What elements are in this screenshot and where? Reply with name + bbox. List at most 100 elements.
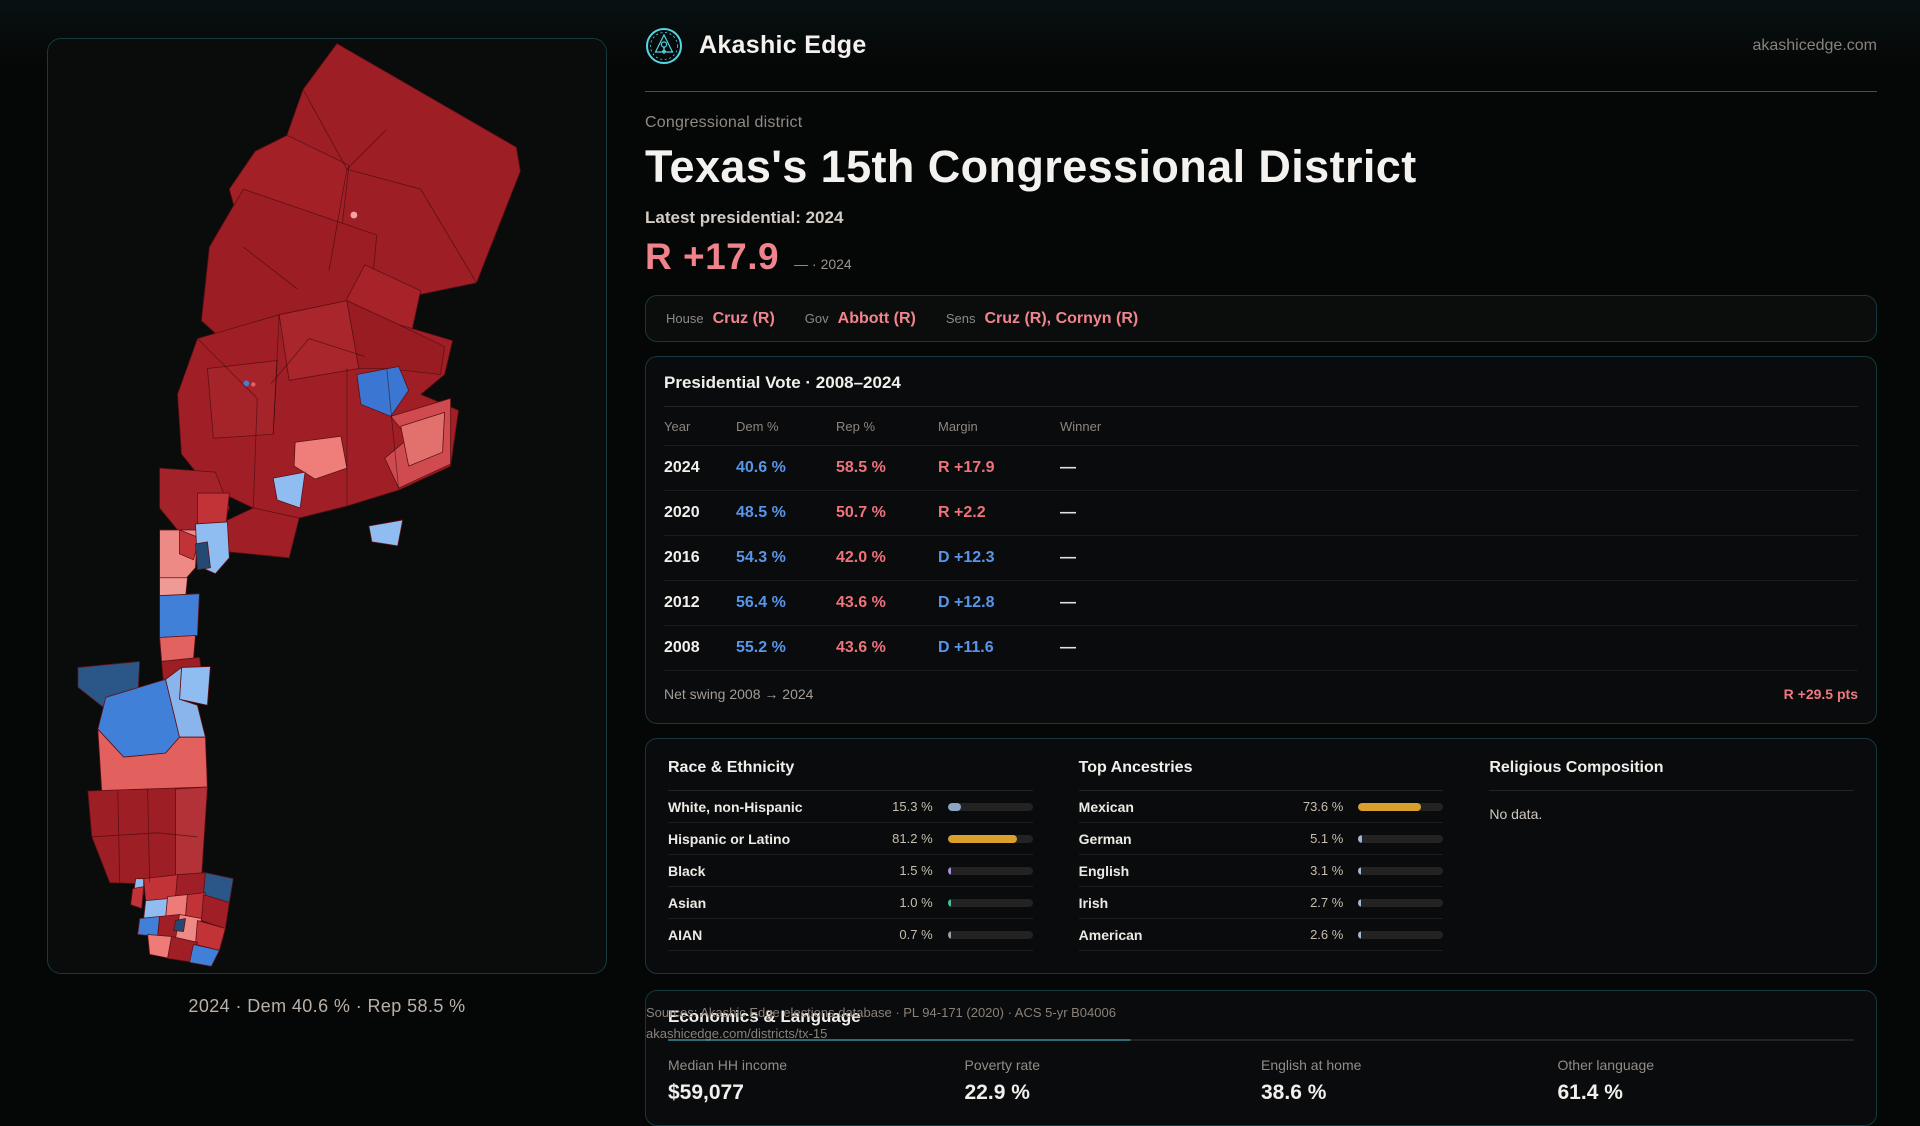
demo-row: Asian 1.0 % — [668, 887, 1033, 919]
demo-value: 73.6 % — [1302, 799, 1344, 814]
official-label: Sens — [945, 310, 976, 326]
cell-year: 2012 — [664, 580, 736, 626]
sources-footer: Sources: Akashic Edge elections database… — [646, 1002, 1116, 1044]
demo-bar — [1358, 802, 1444, 811]
kicker: Congressional district — [645, 114, 803, 131]
cell-rep: 42.0 % — [836, 535, 938, 581]
cell-margin: D +12.3 — [938, 535, 1060, 581]
demo-row: American 2.6 % — [1078, 919, 1444, 951]
cell-rep: 43.6 % — [836, 580, 938, 626]
cell-winner: — — [1060, 490, 1858, 536]
demo-label: German — [1078, 830, 1132, 847]
demo-label: White, non-Hispanic — [668, 798, 803, 815]
net-swing-row: Net swing 2008 → 2024 R +29.5 pts — [664, 671, 1858, 715]
demo-value: 0.7 % — [899, 927, 933, 942]
brand: Akashic Edge — [645, 27, 867, 65]
cell-rep: 43.6 % — [836, 625, 938, 671]
table-row: 2008 55.2 % 43.6 % D +11.6— — [664, 625, 1858, 671]
cell-year: 2024 — [664, 445, 736, 491]
demo-row: AIAN 0.7 % — [668, 919, 1033, 951]
stat: Poverty rate 22.9 % — [965, 1057, 1262, 1105]
demo-bar — [1358, 866, 1444, 875]
demo-label: Irish — [1078, 894, 1109, 911]
sources-line1: Sources: Akashic Edge elections database… — [646, 1005, 1116, 1020]
stat-value: $59,077 — [668, 1081, 744, 1104]
cell-rep: 50.7 % — [836, 490, 938, 536]
presidential-title: Presidential Vote · 2008–2024 — [664, 373, 1858, 407]
religion-column: Religious Composition No data. — [1489, 759, 1854, 951]
officials-bar: House Cruz (R) Gov Abbott (R) Sens Cruz (R), … — [645, 295, 1877, 342]
demo-label: Hispanic or Latino — [668, 830, 791, 847]
official-value: Cruz (R), Cornyn (R) — [984, 309, 1139, 327]
col-header-margin: Margin — [938, 407, 1060, 446]
demo-value: 2.6 % — [1310, 927, 1344, 942]
stat: Other language 61.4 % — [1558, 1057, 1855, 1105]
cell-winner: — — [1060, 625, 1858, 671]
demo-value: 1.0 % — [899, 895, 933, 910]
brand-logo-icon — [646, 27, 682, 64]
col-header-rep: Rep % — [836, 407, 938, 446]
demo-row: Irish 2.7 % — [1078, 887, 1444, 919]
cell-margin: R +17.9 — [938, 445, 1060, 491]
demo-label: Asian — [668, 894, 707, 911]
official-label: House — [666, 310, 704, 326]
demo-bar-fill — [1358, 834, 1363, 843]
table-row: 2024 40.6 % 58.5 % R +17.9— — [664, 445, 1858, 491]
demo-bar — [947, 802, 1033, 811]
demo-row: Mexican 73.6 % — [1078, 791, 1444, 823]
demo-value: 1.5 % — [899, 863, 933, 878]
economics-title: Economics & Language — [668, 1007, 861, 1026]
cell-year: 2016 — [664, 535, 736, 581]
brand-site: akashicedge.com — [1752, 36, 1877, 54]
demo-bar-fill — [1358, 898, 1362, 907]
race-column: Race & Ethnicity White, non-Hispanic 15.3… — [668, 759, 1033, 951]
demo-label: Mexican — [1078, 798, 1134, 815]
cell-winner: — — [1060, 580, 1858, 626]
margin-row: R +17.9 — · 2024 — [645, 236, 1877, 278]
page-title: Texas's 15th Congressional District — [645, 141, 1417, 192]
col-header-year: Year — [664, 407, 736, 446]
demo-bar-fill — [1358, 930, 1362, 939]
cell-dem: 55.2 % — [736, 625, 836, 671]
stat-label: Poverty rate — [964, 1057, 1040, 1073]
ancestry-column: Top Ancestries Mexican 73.6 % German 5.1 % E… — [1078, 759, 1444, 951]
demo-label: American — [1078, 926, 1143, 943]
demo-bar — [1358, 898, 1444, 907]
official-item: Sens Cruz (R), Cornyn (R) — [946, 310, 1138, 328]
stat: English at home 38.6 % — [1261, 1057, 1558, 1105]
net-swing-label: Net swing 2008 → 2024 — [664, 686, 814, 702]
demo-value: 2.7 % — [1310, 895, 1344, 910]
cell-year: 2008 — [664, 625, 736, 671]
cell-margin: D +11.6 — [938, 625, 1060, 671]
cell-margin: D +12.8 — [938, 580, 1060, 626]
cell-dem: 40.6 % — [736, 445, 836, 491]
table-header-row: Year Dem % Rep % Margin Winner — [664, 407, 1858, 446]
official-value: Abbott (R) — [837, 309, 916, 327]
cell-margin: R +2.2 — [938, 490, 1060, 536]
demo-bar-fill — [947, 898, 951, 907]
demographics-card: Race & Ethnicity White, non-Hispanic 15.3… — [645, 738, 1877, 974]
demo-label: English — [1078, 862, 1130, 879]
demo-row: Black 1.5 % — [668, 855, 1033, 887]
demo-bar-fill — [947, 866, 951, 875]
stat-value: 22.9 % — [964, 1081, 1030, 1104]
ancestry-rows: Mexican 73.6 % German 5.1 % English 3.1 % Iris… — [1078, 791, 1444, 951]
cell-rep: 58.5 % — [836, 445, 938, 491]
demo-bar — [1358, 834, 1444, 843]
latest-label: Latest presidential: 2024 — [645, 208, 844, 227]
cell-winner: — — [1060, 535, 1858, 581]
demo-bar-fill — [947, 834, 1017, 843]
demo-value: 81.2 % — [892, 831, 933, 846]
ancestry-title: Top Ancestries — [1078, 759, 1444, 791]
table-row: 2016 54.3 % 42.0 % D +12.3— — [664, 535, 1858, 581]
brand-name: Akashic Edge — [699, 31, 867, 59]
demo-bar — [947, 834, 1033, 843]
stat-value: 61.4 % — [1557, 1081, 1623, 1104]
demo-row: English 3.1 % — [1078, 855, 1444, 887]
official-item: Gov Abbott (R) — [805, 310, 916, 328]
table-body: 2024 40.6 % 58.5 % R +17.9—2020 48.5 % 50.7 %… — [664, 445, 1858, 671]
stat: Median HH income $59,077 — [668, 1057, 965, 1105]
demo-row: White, non-Hispanic 15.3 % — [668, 791, 1033, 823]
religion-title: Religious Composition — [1489, 759, 1854, 791]
economics-stats: Median HH income $59,077 Poverty rate 22.9 … — [668, 1057, 1854, 1105]
